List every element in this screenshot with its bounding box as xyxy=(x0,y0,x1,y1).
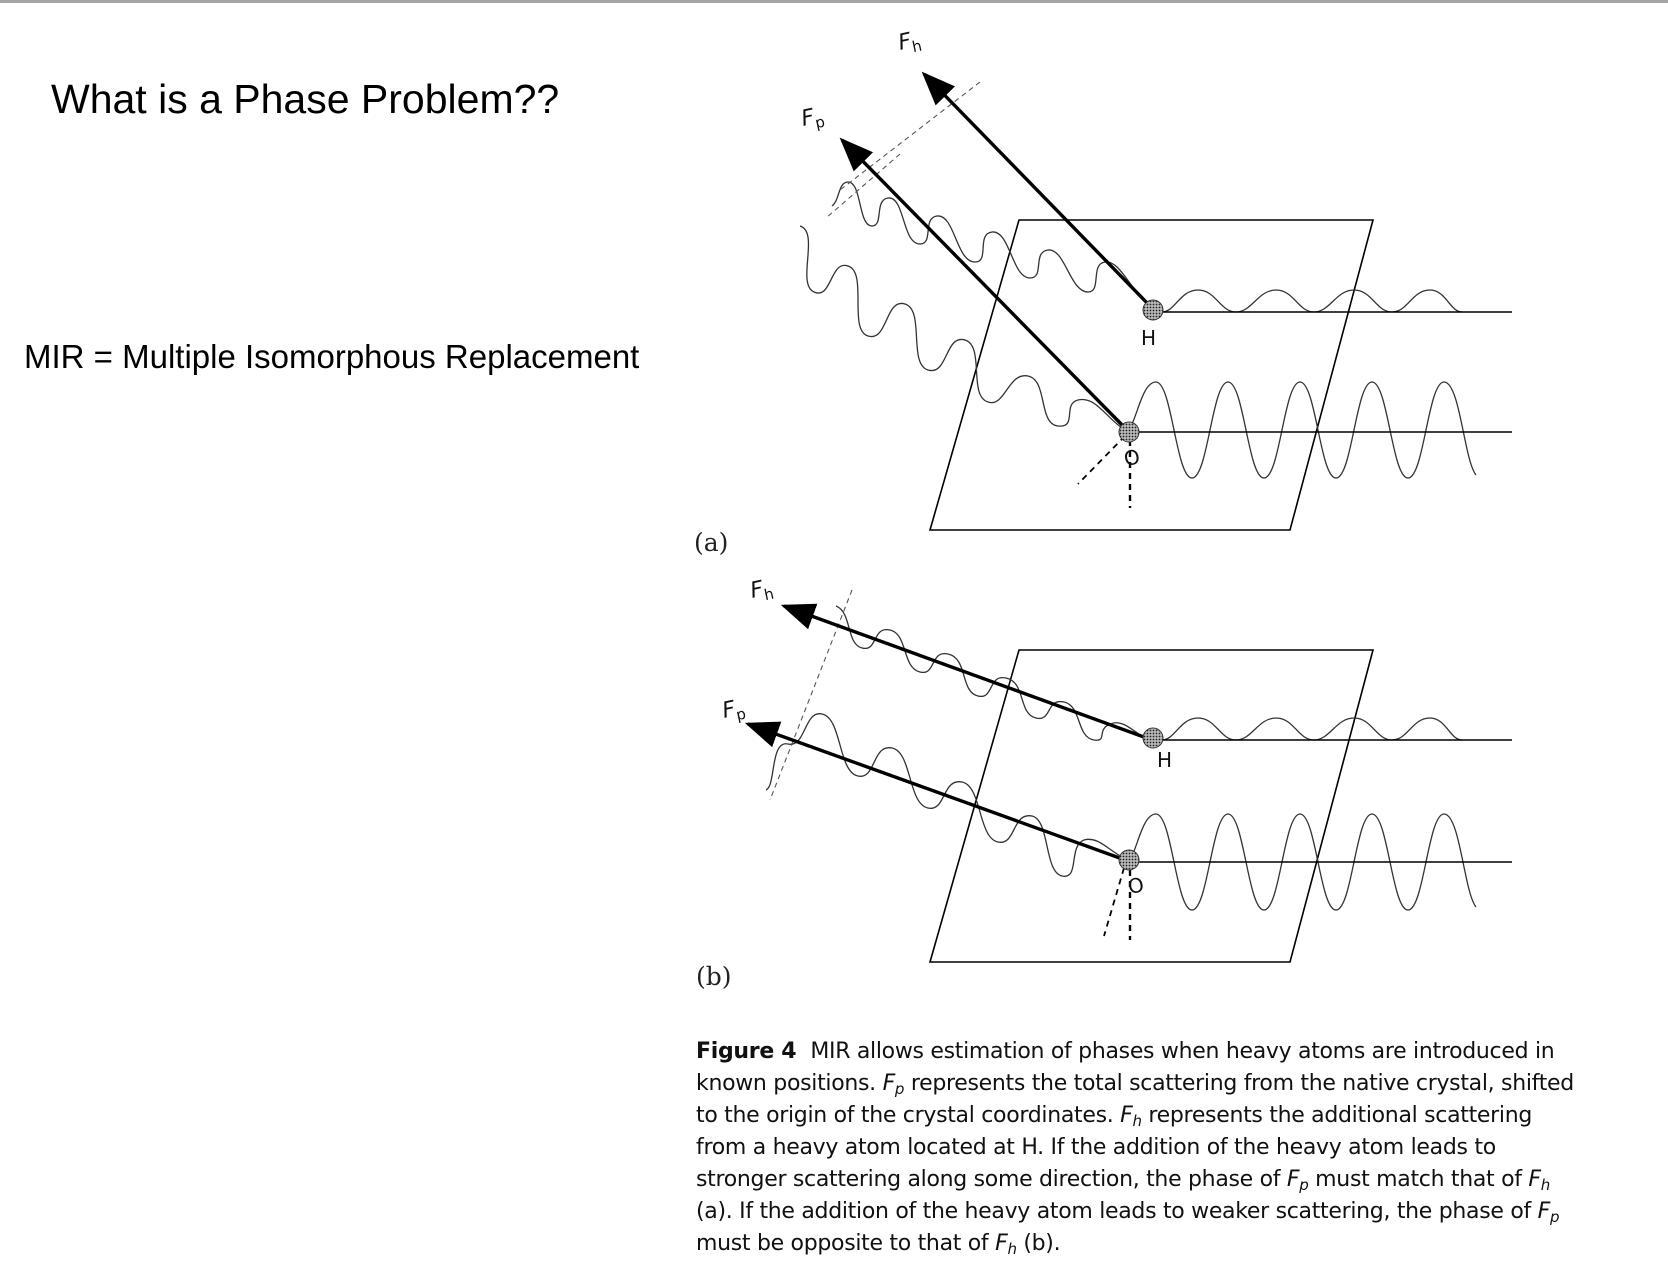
dashed-wavefront-p-a xyxy=(825,153,901,219)
label-fh-a: Fh xyxy=(896,27,924,59)
wave-fh-outgoing-b xyxy=(835,605,1151,741)
origin-atom-o-b xyxy=(1118,849,1140,871)
caption-text-4: must match that of xyxy=(1308,1167,1529,1192)
wave-fh-outgoing-a xyxy=(831,181,1151,307)
dashed-origin-diagonal-a xyxy=(1077,435,1126,485)
caption-fp-symbol: Fp xyxy=(882,1071,905,1098)
caption-text-1: MIR allows estimation of phases when hea… xyxy=(696,1039,1555,1096)
label-fp-a: Fp xyxy=(799,103,827,135)
slide-title: What is a Phase Problem?? xyxy=(51,76,560,122)
wave-fp-outgoing-b xyxy=(765,713,1125,877)
caption-fh-symbol: Fh xyxy=(1120,1103,1142,1130)
caption-fp-symbol: Fp xyxy=(1537,1199,1560,1226)
caption-text-5: (a). If the addition of the heavy atom l… xyxy=(696,1199,1538,1224)
label-fp-b: Fp xyxy=(720,695,748,727)
panel-b-label: (b) xyxy=(696,962,732,991)
panel-a-diagram xyxy=(799,71,1512,531)
wave-o-horizontal-b xyxy=(1125,813,1477,911)
label-o-b: O xyxy=(1126,872,1146,899)
fp-vector-b xyxy=(744,721,1129,863)
wave-fp-outgoing-a xyxy=(799,225,1123,429)
caption-text-7: (b). xyxy=(1016,1231,1061,1256)
label-o-a: O xyxy=(1122,444,1142,471)
panel-b-diagram xyxy=(744,589,1512,963)
caption-fh-symbol: Fh xyxy=(1528,1167,1550,1194)
caption-text-2: represents the total scattering from the… xyxy=(696,1071,1574,1128)
caption-text-3: represents the additional scattering fro… xyxy=(696,1103,1533,1192)
dashed-wavefront-h-a xyxy=(839,81,981,191)
fp-vector-a xyxy=(839,137,1130,433)
panel-a-label: (a) xyxy=(694,528,729,557)
heavy-atom-h-b xyxy=(1142,727,1164,749)
heavy-atom-h-a xyxy=(1142,299,1164,321)
caption-fh-symbol: Fh xyxy=(995,1231,1017,1258)
crystal-cell-a xyxy=(928,219,1375,531)
wave-h-horizontal-a xyxy=(1161,289,1463,313)
caption-lead: Figure 4 xyxy=(696,1039,797,1064)
caption-text-6: must be opposite to that of xyxy=(696,1231,996,1256)
crystal-cell-b xyxy=(928,649,1375,963)
origin-atom-o-a xyxy=(1118,421,1140,443)
fh-vector-a xyxy=(921,71,1154,310)
slide-subtitle: MIR = Multiple Isomorphous Replacement xyxy=(24,338,640,375)
dashed-origin-diagonal-b xyxy=(1103,867,1125,937)
caption-fp-symbol: Fp xyxy=(1286,1167,1309,1194)
fh-vector-b xyxy=(780,603,1153,742)
label-h-b: H xyxy=(1157,748,1172,772)
wave-o-horizontal-a xyxy=(1125,381,1477,479)
window-top-border xyxy=(0,0,1668,3)
label-fh-b: Fh xyxy=(748,575,776,607)
wave-h-horizontal-b xyxy=(1161,717,1463,741)
label-h-a: H xyxy=(1141,326,1156,350)
figure-caption: Figure 4 MIR allows estimation of phases … xyxy=(696,1036,1576,1260)
dashed-wavefront-b xyxy=(769,589,853,801)
